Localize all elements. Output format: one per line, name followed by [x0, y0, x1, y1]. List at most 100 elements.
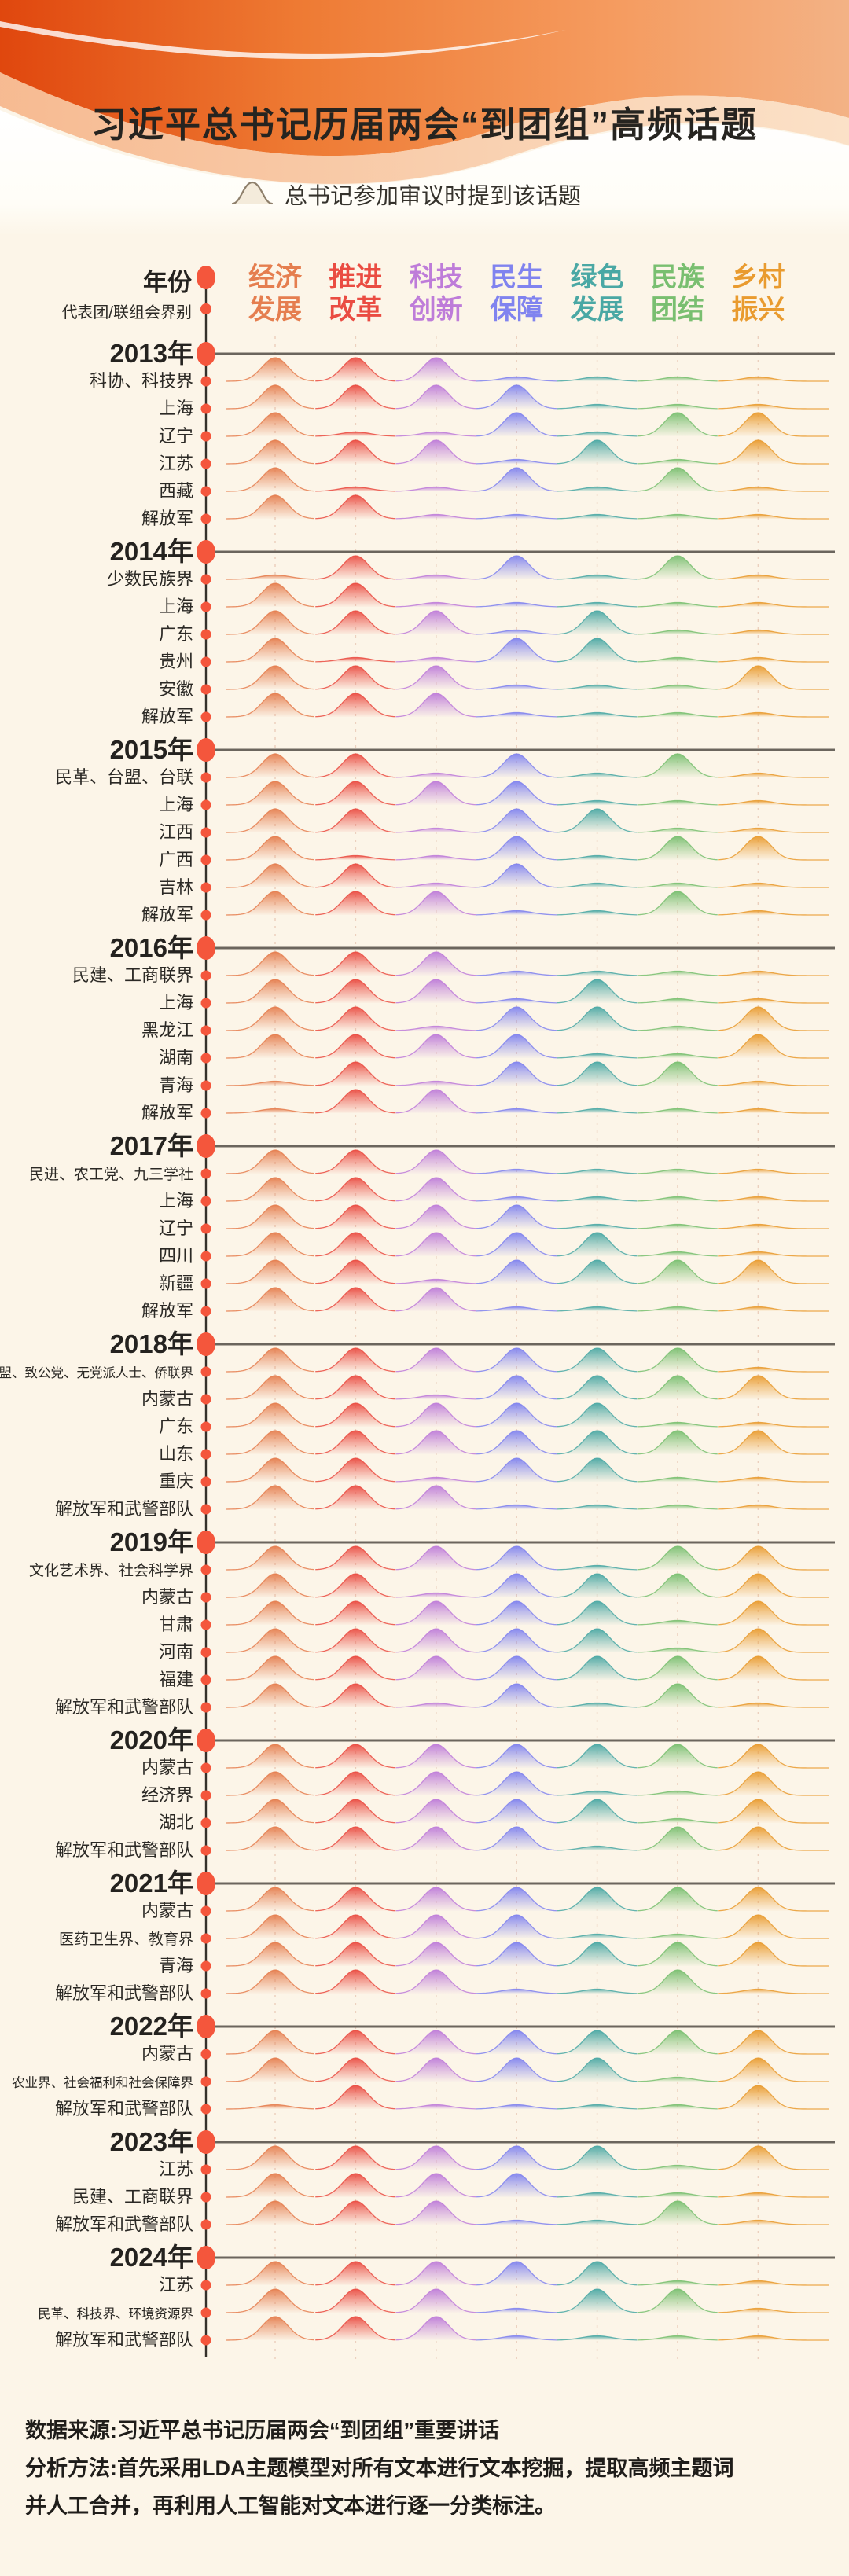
ridge-outline: [718, 1988, 829, 1994]
ridge-outline: [226, 951, 314, 976]
ridge-row: [226, 1771, 830, 1796]
ridge-row: [226, 439, 830, 465]
ridge-ripple: [315, 855, 396, 860]
row-dot: [200, 1960, 211, 1972]
ridge-peak: [395, 1827, 476, 1850]
ridge-outline: [315, 1259, 396, 1284]
ridge-outline: [226, 753, 314, 778]
ridge-outline: [476, 1259, 557, 1284]
year-dot: [197, 936, 215, 960]
ridge-outline: [395, 1089, 476, 1114]
ridge-row: [226, 1347, 830, 1373]
ridge-outline: [315, 891, 396, 916]
ridge-peak: [315, 1942, 396, 1966]
ridge-outline: [637, 1421, 718, 1428]
ridge-ripple: [476, 910, 557, 915]
ridge-peak: [476, 1574, 557, 1597]
ridge-outline: [718, 1430, 829, 1455]
row-dot: [200, 1449, 211, 1460]
ridge-outline: [637, 1887, 718, 1912]
ridge-outline: [476, 638, 557, 663]
ridge-row: [226, 1887, 830, 1912]
ridge-outline: [226, 1287, 314, 1312]
ridge-outline: [718, 1942, 829, 1967]
ridge-outline: [476, 1306, 557, 1312]
ridge-peak: [476, 1915, 557, 1938]
ridge-outline: [718, 910, 829, 916]
data-source-note: 数据来源:习近平总书记历届两会“到团组”重要讲话: [25, 2419, 499, 2442]
ridge-peak: [226, 1574, 316, 1597]
ridge-outline: [718, 2335, 829, 2341]
ridge-peak: [476, 1744, 557, 1768]
ridge-outline: [718, 711, 829, 718]
ridge-outline: [557, 1168, 638, 1174]
ridge-outline: [718, 1306, 829, 1312]
ridge-outline: [718, 439, 829, 465]
ridge-peak: [557, 2289, 638, 2313]
ridge-outline: [718, 1744, 829, 1769]
ridge-peak: [226, 2030, 316, 2054]
ridge-row: [226, 693, 830, 718]
ridge-peak: [557, 2030, 638, 2054]
ridge-outline: [395, 854, 476, 861]
ridge-outline: [395, 1799, 476, 1824]
ridge-peak: [226, 2201, 316, 2225]
ridge-outline: [226, 1457, 314, 1483]
ridge-peak: [315, 1546, 396, 1570]
year-block-2017年: [206, 1145, 835, 1312]
ridge-outline: [637, 1196, 718, 1202]
ridge-row: [226, 1259, 830, 1284]
ridge-ripple: [315, 657, 396, 662]
ridge-row: [226, 412, 830, 437]
ridge-outline: [476, 2145, 557, 2170]
ridge-ripple: [226, 1081, 316, 1086]
ridge-outline: [226, 1034, 314, 1059]
ridge-ripple: [476, 1108, 557, 1113]
ridge-outline: [226, 1942, 314, 1967]
ridge-outline: [637, 629, 718, 635]
ridge-outline: [557, 1504, 638, 1510]
ridge-outline: [557, 486, 638, 492]
ridge-peak: [718, 1601, 830, 1625]
ridge-peak: [637, 1348, 719, 1372]
row-label: 内蒙古: [142, 1758, 193, 1777]
ridge-ripple: [476, 377, 557, 381]
ridge-outline: [557, 1933, 638, 1939]
ridge-peak: [226, 1629, 316, 1652]
ridge-peak: [637, 1656, 719, 1680]
year-label: 2013年: [110, 339, 193, 368]
ridge-ripple: [637, 685, 719, 689]
ridge-outline: [395, 2261, 476, 2286]
ridge-outline: [226, 1683, 314, 1708]
ridge-outline: [315, 808, 396, 833]
ridge-ripple: [476, 685, 557, 689]
ridge-peak: [226, 1403, 316, 1427]
ridge-outline: [315, 1969, 396, 1994]
ridge-outline: [315, 2261, 396, 2286]
ridge-ripple: [557, 1565, 638, 1570]
ridge-outline: [476, 1573, 557, 1598]
ridge-peak: [226, 864, 316, 887]
row-dot: [200, 2307, 211, 2318]
ridge-outline: [637, 2200, 718, 2225]
ridge-outline: [226, 412, 314, 437]
ridge-row: [226, 467, 830, 492]
topic-header-经济发展: 经济 发展: [248, 263, 302, 325]
ridge-ripple: [226, 2104, 316, 2109]
ridge-outline: [557, 1628, 638, 1653]
ridge-outline: [395, 827, 476, 833]
ridge-ripple: [557, 1169, 638, 1174]
ridge-outline: [395, 1080, 476, 1086]
ridge-outline: [315, 951, 396, 976]
ridge-row: [226, 1177, 830, 1202]
ridge-outline: [718, 2030, 829, 2055]
row-dot: [200, 574, 211, 585]
ridge-row: [226, 1034, 830, 1059]
ridge-peak: [476, 468, 557, 491]
year-block-2018年: [206, 1343, 835, 1510]
ridge-peak: [226, 1260, 316, 1284]
ridge-outline: [226, 1600, 314, 1626]
row-dot: [200, 1845, 211, 1856]
ridge-outline: [637, 601, 718, 608]
